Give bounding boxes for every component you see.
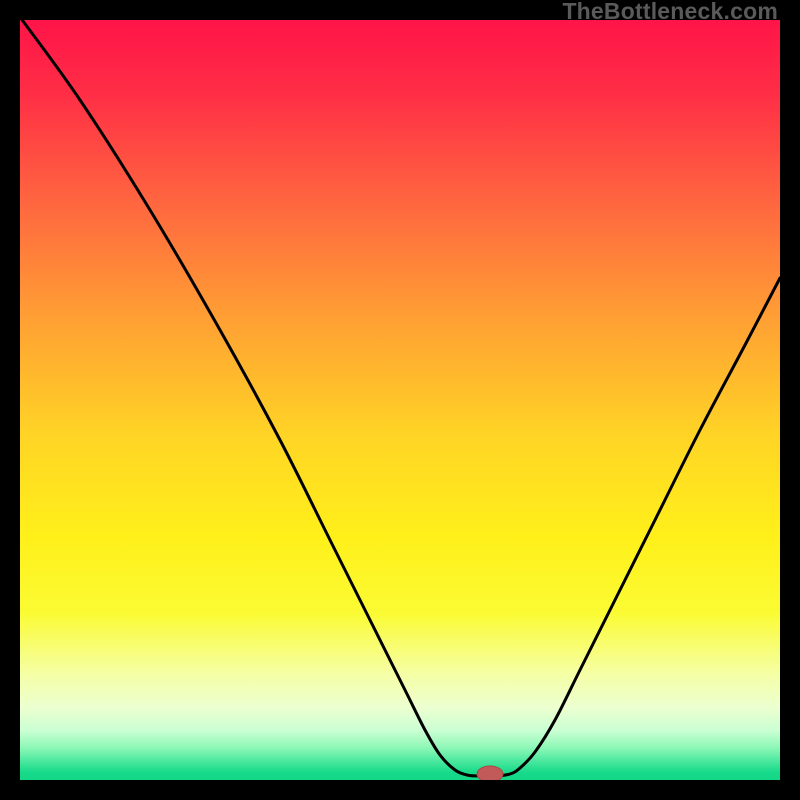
frame-right [780, 0, 800, 800]
frame-left [0, 0, 20, 800]
gradient-background [20, 20, 780, 780]
bottleneck-chart [0, 0, 800, 800]
frame-bottom [0, 780, 800, 800]
watermark-text: TheBottleneck.com [562, 0, 778, 25]
